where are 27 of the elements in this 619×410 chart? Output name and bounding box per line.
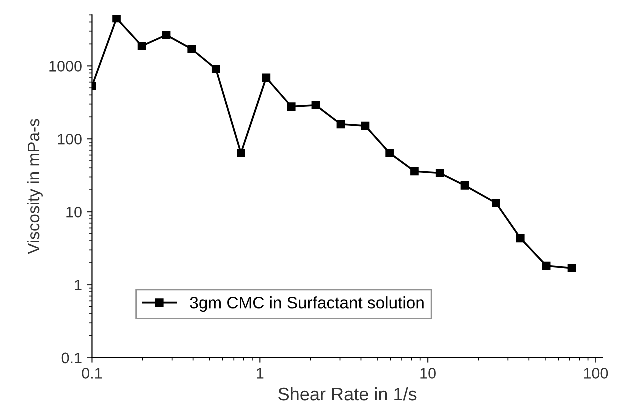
y-tick-label: 1000 — [50, 61, 82, 72]
point — [336, 120, 346, 129]
y-tick-label: 10 — [66, 206, 82, 218]
x-tick-label: 10 — [420, 368, 436, 379]
point — [410, 167, 419, 176]
point — [386, 149, 394, 158]
x-tick-label: 100 — [584, 368, 608, 379]
point — [287, 102, 296, 111]
y-tick-label: 100 — [58, 134, 82, 145]
y-tick-label: 0.1 — [62, 352, 82, 364]
x-axis-title: Shear Rate in 1/s — [278, 387, 417, 401]
x-tick-label: 0.1 — [82, 368, 102, 379]
y-axis-title: Viscosity in mPa-s — [27, 119, 43, 254]
point — [361, 122, 370, 130]
point — [138, 42, 146, 50]
point — [188, 44, 196, 54]
point — [460, 181, 470, 190]
point — [162, 30, 171, 40]
point — [112, 15, 121, 23]
y-tick-label: 1 — [75, 280, 82, 291]
point — [312, 101, 320, 110]
point — [436, 169, 444, 178]
legend-label: 3gm CMC in Surfactant solution — [190, 296, 424, 312]
point — [262, 74, 271, 82]
point — [237, 149, 246, 158]
point — [212, 64, 220, 74]
x-tick-label: 1 — [257, 368, 264, 379]
